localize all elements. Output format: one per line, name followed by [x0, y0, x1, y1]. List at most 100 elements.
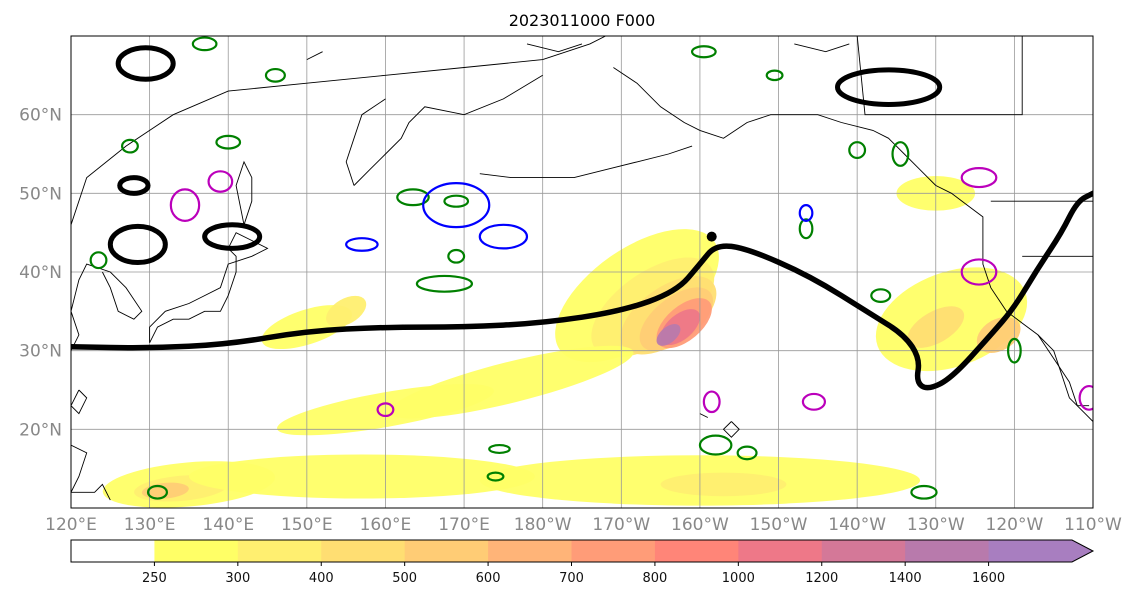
- green-contour: [798, 218, 814, 240]
- longitude-labels: 120°E 130°E 140°E 150°E 160°E 170°E 180°W 170°W…: [45, 515, 1122, 535]
- closed-low-contour: [107, 223, 168, 266]
- ivt-shaded-region: [326, 295, 367, 327]
- coastline: [149, 232, 269, 344]
- green-contour: [690, 45, 717, 59]
- green-contour: [146, 484, 169, 500]
- jet-stream-line: [71, 190, 1093, 391]
- latitude-tick-label: 20°N: [19, 420, 62, 440]
- colorbar-bin: [654, 540, 739, 562]
- colorbar-bin: [404, 540, 489, 562]
- coastline: [71, 389, 88, 415]
- coastline: [71, 263, 143, 320]
- coastline: [353, 74, 543, 186]
- coastline: [794, 43, 850, 53]
- ivt-shaded-region: [656, 324, 681, 346]
- colorbar: 250 300 400 500 600 700 800 1000 1200 1400 1600: [70, 539, 1095, 586]
- colorbar-bin: [821, 540, 906, 562]
- colorbar-tick-label: 700: [559, 571, 584, 586]
- longitude-tick-label: 120°E: [45, 515, 97, 535]
- closed-low-contour: [835, 67, 943, 107]
- colorbar-bin: [154, 540, 239, 562]
- green-contour: [736, 445, 758, 461]
- longitude-tick-label: 160°W: [671, 515, 729, 535]
- coastline: [306, 51, 323, 61]
- colorbar-tick-label: 1000: [722, 571, 755, 586]
- longitude-tick-label: 140°E: [202, 515, 254, 535]
- longitude-tick-label: 120°W: [986, 515, 1044, 535]
- map-panel: [71, 36, 1093, 508]
- blue-contour: [798, 204, 814, 222]
- longitude-tick-label: 170°E: [438, 515, 490, 535]
- colorbar-tick-label: 400: [309, 571, 334, 586]
- green-contour: [698, 434, 733, 456]
- longitude-tick-label: 150°E: [281, 515, 333, 535]
- green-contour: [848, 141, 867, 160]
- green-contour: [447, 248, 466, 264]
- longitude-tick-label: 180°W: [514, 515, 572, 535]
- colorbar-bin: [488, 540, 572, 562]
- closed-low-contour: [115, 45, 176, 82]
- closed-low-contour: [117, 175, 151, 196]
- green-contour: [120, 138, 139, 154]
- colorbar-bin: [71, 540, 155, 562]
- colorbar-bin: [321, 540, 406, 562]
- colorbar-tick-label: 1400: [889, 571, 922, 586]
- magenta-contour: [960, 167, 998, 189]
- longitude-tick-label: 130°W: [907, 515, 965, 535]
- longitude-tick-label: 130°E: [124, 515, 176, 535]
- green-contour: [1006, 337, 1022, 364]
- colorbar-bin: [738, 540, 823, 562]
- longitude-tick-label: 110°W: [1064, 515, 1122, 535]
- jet-stream-layer: [71, 45, 1093, 391]
- colorbar-tick-label: 250: [142, 571, 167, 586]
- coastline: [235, 160, 253, 225]
- colorbar-bin: [905, 540, 990, 562]
- colorbar-bin: [237, 540, 322, 562]
- jet-knot: [706, 231, 717, 242]
- green-contour: [486, 471, 505, 482]
- coastline: [345, 98, 386, 186]
- green-contour: [396, 188, 430, 207]
- green-contour: [264, 67, 286, 83]
- green-contour: [910, 484, 938, 500]
- green-contour: [870, 288, 892, 303]
- magenta-contour: [702, 390, 721, 414]
- colorbar-bin: [571, 540, 656, 562]
- green-contour: [89, 251, 108, 270]
- colorbar-outline: [70, 539, 1095, 563]
- coastline: [479, 145, 693, 179]
- map-frame: [70, 35, 1094, 509]
- coastline: [856, 36, 1023, 116]
- green-contour: [443, 194, 470, 208]
- green-contour: [215, 134, 242, 150]
- longitude-tick-label: 160°E: [360, 515, 412, 535]
- latitude-tick-label: 40°N: [19, 263, 62, 283]
- green-contour: [488, 443, 511, 455]
- longitude-tick-label: 140°W: [828, 515, 886, 535]
- longitude-tick-label: 170°W: [592, 515, 650, 535]
- coastline: [71, 36, 606, 225]
- magenta-contour: [960, 258, 998, 286]
- coastline: [526, 43, 583, 53]
- green-contour: [191, 36, 218, 52]
- latitude-tick-label: 50°N: [19, 184, 62, 204]
- magenta-contour: [207, 170, 234, 193]
- colorbar-extend-arrow: [988, 540, 1093, 562]
- latitude-labels: 20°N 30°N 40°N 50°N 60°N: [19, 106, 62, 441]
- magenta-contour: [801, 392, 827, 411]
- coastline: [699, 413, 708, 418]
- blue-contour: [478, 223, 529, 250]
- colorbar-tick-label: 800: [643, 571, 668, 586]
- latitude-tick-label: 60°N: [19, 106, 62, 126]
- colorbar-tick-label: 300: [225, 571, 250, 586]
- green-contour: [415, 274, 474, 293]
- coastline: [71, 444, 111, 501]
- colorbar-tick-label: 1200: [805, 571, 838, 586]
- closed-low-contour: [202, 222, 263, 251]
- ivt-shaded-region: [660, 472, 787, 497]
- coastlines: [71, 36, 1093, 501]
- blue-contour: [345, 237, 379, 252]
- latitude-tick-label: 30°N: [19, 342, 62, 362]
- green-contour: [891, 141, 910, 167]
